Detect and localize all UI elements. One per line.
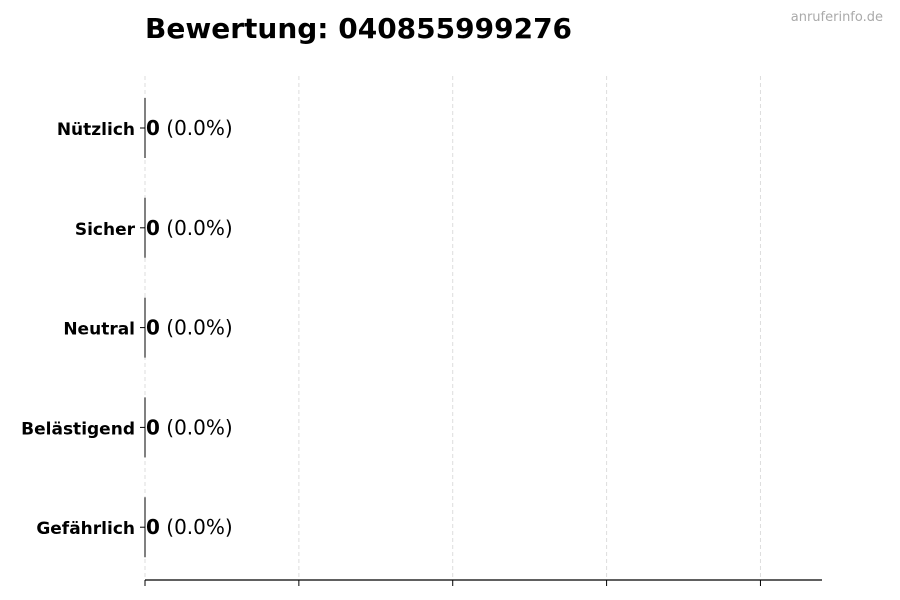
y-tick-label: Sicher [75,220,136,240]
data-label: 0 (0.0%) [146,216,233,240]
y-tick-label: Belästigend [21,419,135,439]
data-label: 0 (0.0%) [146,116,233,140]
y-tick-label: Gefährlich [36,519,135,539]
data-label: 0 (0.0%) [146,316,233,340]
y-tick-label: Nützlich [57,120,135,140]
chart-title: Bewertung: 040855999276 [145,12,573,45]
watermark: anruferinfo.de [790,10,883,25]
data-label: 0 (0.0%) [146,515,233,539]
y-tick-label: Neutral [63,320,135,340]
data-label: 0 (0.0%) [146,415,233,439]
